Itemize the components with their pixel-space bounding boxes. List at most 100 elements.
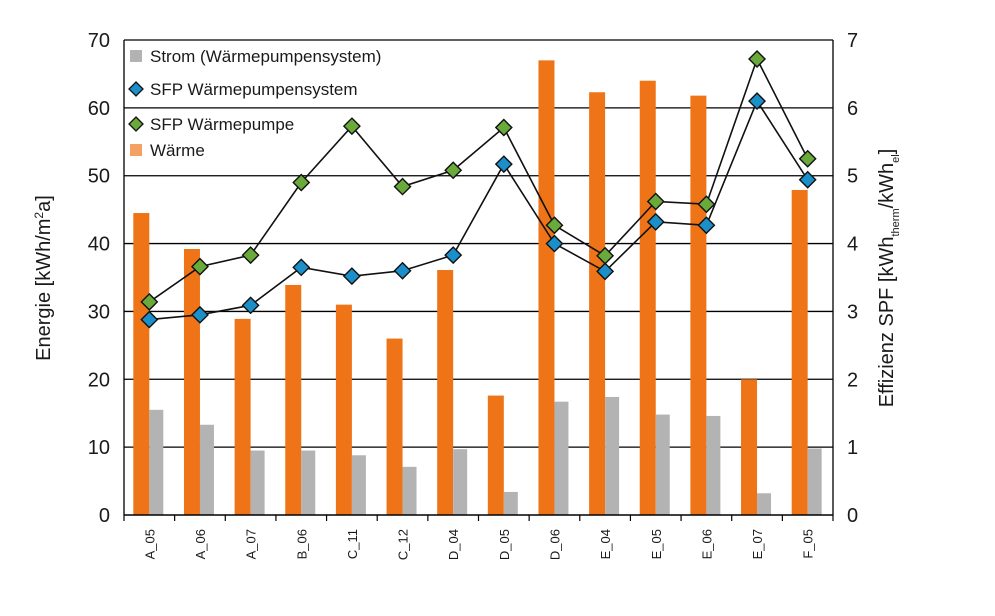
- bar-waerme: [335, 304, 352, 515]
- bar-strom: [757, 493, 772, 515]
- line-sfp-system: [149, 99, 809, 321]
- marker-sfp-pumpe: [190, 257, 209, 276]
- y-tick-label: 50: [88, 166, 110, 188]
- category-label: E_06: [699, 529, 714, 559]
- legend-label-strom: Strom (Wärmepumpensystem): [150, 47, 381, 66]
- y2-tick-label: 2: [847, 369, 858, 391]
- bar-strom: [605, 396, 620, 515]
- category-label: D_05: [497, 529, 512, 560]
- marker-sfp-pumpe: [545, 216, 564, 235]
- legend: Strom (Wärmepumpensystem) SFP Wärmepumpen…: [128, 47, 381, 160]
- legend-label-sfp-system: SFP Wärmepumpensystem: [150, 80, 358, 99]
- marker-sfp-pumpe: [342, 117, 361, 136]
- marker-sfp-pumpe: [444, 161, 463, 180]
- y2-tick-label: 1: [847, 437, 858, 459]
- y2-axis-label-sub: therm: [890, 208, 902, 236]
- marker-sfp-system: [697, 216, 716, 235]
- category-label: D_04: [446, 529, 461, 560]
- y2-tick-label: 4: [847, 234, 858, 256]
- marker-sfp-system: [748, 92, 767, 111]
- y-tick-label: 70: [88, 30, 110, 52]
- bar-waerme: [487, 395, 504, 515]
- y-axis-label-part: a]: [33, 195, 55, 212]
- y2-tick-label: 0: [847, 505, 858, 527]
- category-label: E_07: [750, 529, 765, 559]
- bar-waerme: [538, 60, 555, 515]
- category-label: B_06: [294, 529, 309, 559]
- gridlines: [124, 39, 833, 448]
- marker-sfp-pumpe: [748, 50, 767, 68]
- y-axis-label-part: Energie [kWh/m: [33, 219, 55, 361]
- category-label: A_06: [193, 529, 208, 559]
- marker-sfp-pumpe: [798, 149, 817, 168]
- y-tick-label: 0: [99, 505, 110, 527]
- y2-axis-label: Effizienz SPF [kWhtherm/kWhel]: [876, 149, 902, 408]
- category-label: A_05: [142, 529, 157, 559]
- bar-strom: [503, 491, 518, 515]
- bar-strom: [807, 448, 822, 515]
- marker-sfp-system: [190, 305, 209, 324]
- bar-strom: [351, 455, 366, 515]
- bar-strom: [655, 414, 670, 515]
- y-tick-label: 40: [88, 234, 110, 256]
- bar-strom: [250, 450, 265, 515]
- marker-sfp-system: [241, 296, 260, 315]
- marker-sfp-pumpe: [494, 118, 513, 137]
- y2-tick-label: 6: [847, 98, 858, 120]
- marker-sfp-pumpe: [292, 173, 311, 192]
- marker-sfp-system: [292, 258, 311, 277]
- category-label: C_12: [396, 529, 411, 560]
- bar-strom: [554, 401, 569, 515]
- bar-waerme: [437, 270, 454, 515]
- axes: [123, 40, 834, 521]
- bar-waerme: [234, 318, 251, 515]
- legend-swatch-sfp-pumpe: [128, 116, 144, 132]
- bar-strom: [706, 415, 721, 515]
- y-axis-label: Energie [kWh/m2a]: [32, 195, 55, 361]
- marker-sfp-system: [393, 261, 412, 280]
- bar-strom: [149, 409, 164, 515]
- marker-sfp-system: [545, 234, 564, 253]
- bar-waerme: [285, 284, 302, 515]
- category-labels: A_05 A_06 A_07 B_06 C_11 C_12 D_04 D_05 D_06 E_04…: [142, 529, 815, 560]
- bar-waerme: [183, 249, 200, 515]
- bar-strom: [402, 466, 417, 515]
- y2-axis-label-part: ]: [876, 149, 898, 155]
- y2-tick-label: 3: [847, 301, 858, 323]
- legend-label-sfp-pumpe: SFP Wärmepumpe: [150, 115, 294, 134]
- category-label: A_07: [244, 529, 259, 559]
- legend-swatch-waerme: [130, 144, 142, 156]
- category-label: E_05: [649, 529, 664, 559]
- bar-strom: [301, 450, 316, 515]
- legend-swatch-strom: [130, 50, 142, 62]
- marker-sfp-system: [342, 267, 361, 286]
- y2-tick-label: 5: [847, 166, 858, 188]
- marker-sfp-pumpe: [241, 246, 260, 265]
- bar-waerme: [133, 213, 150, 516]
- bar-waerme: [639, 80, 656, 515]
- marker-sfp-pumpe: [697, 195, 716, 214]
- marker-sfp-system: [444, 246, 463, 265]
- left-tick-labels: 0 10 20 30 40 50 60 70: [88, 30, 110, 527]
- category-label: D_06: [547, 529, 562, 560]
- y-tick-label: 10: [88, 437, 110, 459]
- bar-waerme: [386, 338, 403, 515]
- legend-label-waerme: Wärme: [150, 141, 205, 160]
- marker-sfp-system: [646, 212, 665, 231]
- y-tick-label: 20: [88, 369, 110, 391]
- marker-sfp-pumpe: [140, 292, 159, 311]
- bar-waerme: [791, 189, 808, 515]
- category-label: C_11: [345, 529, 360, 559]
- marker-sfp-system: [494, 155, 513, 174]
- marker-sfp-system: [140, 310, 159, 329]
- right-tick-labels: 0 1 2 3 4 5 6 7: [847, 30, 858, 527]
- marker-sfp-system: [596, 262, 615, 281]
- y-axis-label-sup: 2: [32, 212, 46, 219]
- marker-sfp-pumpe: [596, 246, 615, 265]
- y-tick-label: 60: [88, 98, 110, 120]
- marker-sfp-pumpe: [646, 192, 665, 211]
- bar-strom: [453, 449, 468, 515]
- marker-sfp-system: [798, 170, 817, 189]
- y-tick-label: 30: [88, 301, 110, 323]
